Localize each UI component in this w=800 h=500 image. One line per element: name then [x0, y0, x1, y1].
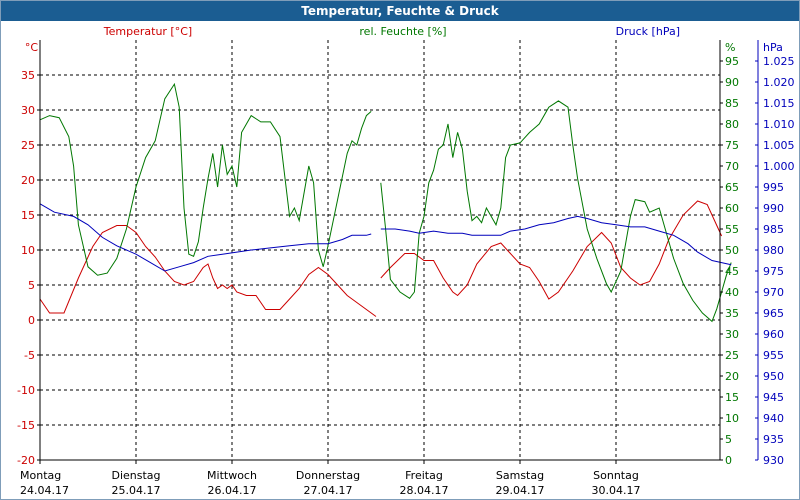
- pressure-tick-label: 945: [763, 391, 784, 404]
- x-tick-date-label: 30.04.17: [592, 484, 641, 497]
- pressure-tick-label: 955: [763, 349, 784, 362]
- temperature-tick-label: 15: [21, 209, 35, 222]
- humidity-tick-label: 0: [725, 454, 732, 467]
- temperature-unit-label: °C: [25, 41, 39, 54]
- x-tick-date-label: 29.04.17: [496, 484, 545, 497]
- humidity-tick-label: 85: [725, 97, 739, 110]
- x-tick-date-label: 27.04.17: [304, 484, 353, 497]
- pressure-tick-label: 1.005: [763, 139, 795, 152]
- x-tick-date-label: 24.04.17: [20, 484, 69, 497]
- temperature-tick-label: 0: [28, 314, 35, 327]
- pressure-tick-label: 1.015: [763, 97, 795, 110]
- x-tick-date-label: 28.04.17: [400, 484, 449, 497]
- temperature-tick-label: -15: [17, 419, 35, 432]
- pressure-tick-label: 950: [763, 370, 784, 383]
- window-title: Temperatur, Feuchte & Druck: [1, 1, 799, 21]
- pressure-tick-label: 965: [763, 307, 784, 320]
- humidity-series-line: [380, 100, 732, 323]
- humidity-tick-label: 95: [725, 55, 739, 68]
- pressure-unit-label: hPa: [763, 41, 783, 54]
- humidity-tick-label: 15: [725, 391, 739, 404]
- humidity-tick-label: 10: [725, 412, 739, 425]
- x-tick-date-label: 25.04.17: [112, 484, 161, 497]
- x-tick-day-label: Donnerstag: [296, 469, 360, 482]
- pressure-tick-label: 930: [763, 454, 784, 467]
- humidity-tick-label: 20: [725, 370, 739, 383]
- pressure-tick-label: 970: [763, 286, 784, 299]
- pressure-series-line: [39, 203, 372, 272]
- pressure-tick-label: 1.000: [763, 160, 795, 173]
- temperature-series-line: [380, 200, 723, 300]
- pressure-tick-label: 985: [763, 223, 784, 236]
- temperature-tick-label: -10: [17, 384, 35, 397]
- temperature-series-line: [39, 225, 377, 317]
- humidity-tick-label: 25: [725, 349, 739, 362]
- humidity-tick-label: 70: [725, 160, 739, 173]
- humidity-tick-label: 55: [725, 223, 739, 236]
- pressure-tick-label: 1.020: [763, 76, 795, 89]
- temperature-tick-label: 35: [21, 69, 35, 82]
- pressure-tick-label: 975: [763, 265, 784, 278]
- humidity-tick-label: 40: [725, 286, 739, 299]
- humidity-tick-label: 30: [725, 328, 739, 341]
- pressure-tick-label: 980: [763, 244, 784, 257]
- humidity-tick-label: 50: [725, 244, 739, 257]
- humidity-tick-label: 35: [725, 307, 739, 320]
- humidity-tick-label: 45: [725, 265, 739, 278]
- pressure-tick-label: 1.010: [763, 118, 795, 131]
- humidity-tick-label: 5: [725, 433, 732, 446]
- x-tick-day-label: Freitag: [405, 469, 443, 482]
- pressure-tick-label: 990: [763, 202, 784, 215]
- pressure-tick-label: 935: [763, 433, 784, 446]
- humidity-unit-label: %: [725, 41, 735, 54]
- temperature-tick-label: -5: [24, 349, 35, 362]
- humidity-tick-label: 80: [725, 118, 739, 131]
- x-tick-day-label: Dienstag: [111, 469, 160, 482]
- x-tick-day-label: Mittwoch: [207, 469, 257, 482]
- pressure-axis-title: Druck [hPa]: [616, 25, 680, 38]
- temperature-tick-label: 30: [21, 104, 35, 117]
- temperature-tick-label: -20: [17, 454, 35, 467]
- temperature-tick-label: 5: [28, 279, 35, 292]
- x-tick-day-label: Samstag: [496, 469, 544, 482]
- pressure-tick-label: 960: [763, 328, 784, 341]
- humidity-tick-label: 65: [725, 181, 739, 194]
- humidity-tick-label: 90: [725, 76, 739, 89]
- temperature-tick-label: 20: [21, 174, 35, 187]
- pressure-tick-label: 940: [763, 412, 784, 425]
- pressure-tick-label: 1.025: [763, 55, 795, 68]
- x-tick-date-label: 26.04.17: [208, 484, 257, 497]
- pressure-tick-label: 995: [763, 181, 784, 194]
- temperature-tick-label: 10: [21, 244, 35, 257]
- temperature-tick-label: 25: [21, 139, 35, 152]
- temperature-axis-title: Temperatur [°C]: [103, 25, 192, 38]
- humidity-series-line: [39, 82, 372, 276]
- humidity-tick-label: 60: [725, 202, 739, 215]
- pressure-series-line: [380, 215, 732, 266]
- humidity-tick-label: 75: [725, 139, 739, 152]
- humidity-axis-title: rel. Feuchte [%]: [359, 25, 446, 38]
- x-tick-day-label: Sonntag: [593, 469, 639, 482]
- x-tick-day-label: Montag: [20, 469, 61, 482]
